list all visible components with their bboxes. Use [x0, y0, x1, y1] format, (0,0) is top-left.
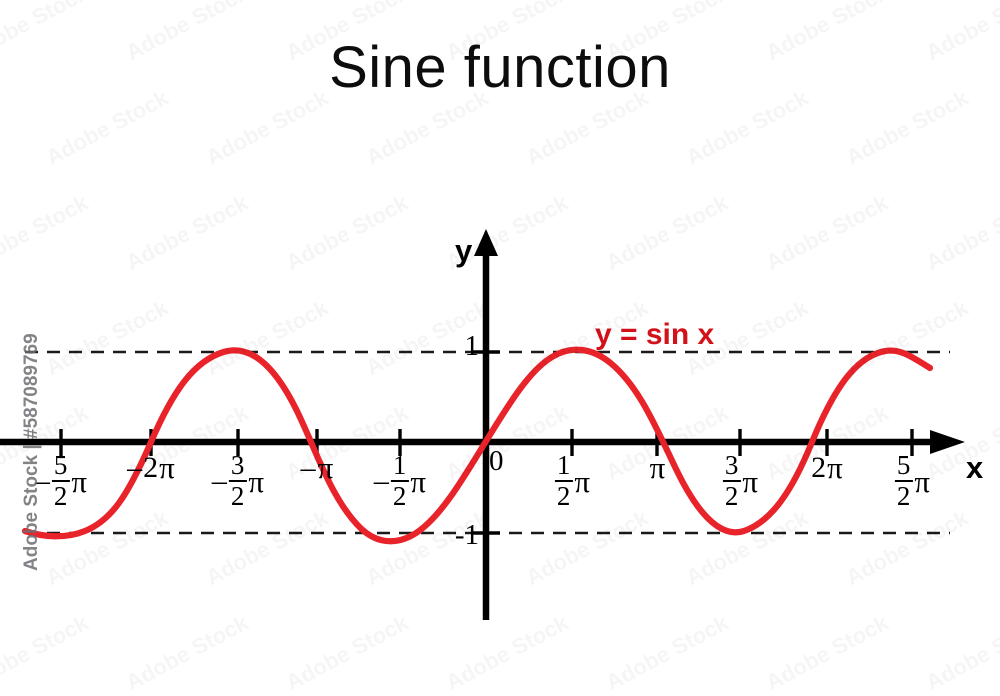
chart-canvas: Sine function [0, 35, 984, 620]
pi-symbol: π [574, 463, 591, 499]
x-tick-label: –2 π [127, 452, 175, 483]
minus-sign: – [211, 464, 227, 497]
y-tick-label-1: 1 [464, 330, 480, 362]
pi-symbol: π [410, 463, 427, 499]
minus-sign: – [34, 464, 50, 497]
series-annotation-label: y = sin x [595, 318, 715, 351]
x-tick-label: –1 2 π [374, 452, 426, 510]
whole-number: 2 [143, 450, 159, 484]
sine-curve [21, 346, 934, 545]
page-title: Sine function [329, 35, 671, 100]
y-axis-arrowhead [474, 229, 498, 256]
minus-sign: – [373, 464, 389, 497]
pi-symbol: π [649, 450, 666, 485]
y-tick-label-neg1: -1 [454, 519, 479, 551]
origin-label: 0 [489, 445, 504, 477]
minus-sign: – [127, 450, 143, 484]
pi-symbol: π [914, 463, 931, 499]
sine-plot [0, 229, 965, 620]
whole-number: 2 [811, 450, 827, 484]
watermark-side-text: Adobe Stock | #587089769 [21, 333, 42, 571]
x-tick-label: –3 2 π [212, 452, 264, 510]
pi-symbol: π [742, 463, 759, 499]
x-tick-label: π [649, 452, 666, 483]
pi-symbol: π [827, 450, 843, 485]
x-axis-label: x [966, 450, 984, 485]
pi-symbol: π [248, 463, 265, 499]
y-axis-ticks [473, 350, 500, 535]
minus-sign: – [300, 450, 316, 484]
x-axis-arrowhead [930, 430, 965, 454]
x-tick-label: – π [301, 452, 334, 483]
pi-symbol: π [71, 463, 88, 499]
y-axis-label: y [455, 233, 473, 268]
pi-symbol: π [317, 450, 334, 485]
pi-symbol: π [159, 450, 175, 485]
x-tick-label: –5 2 π [35, 452, 87, 510]
